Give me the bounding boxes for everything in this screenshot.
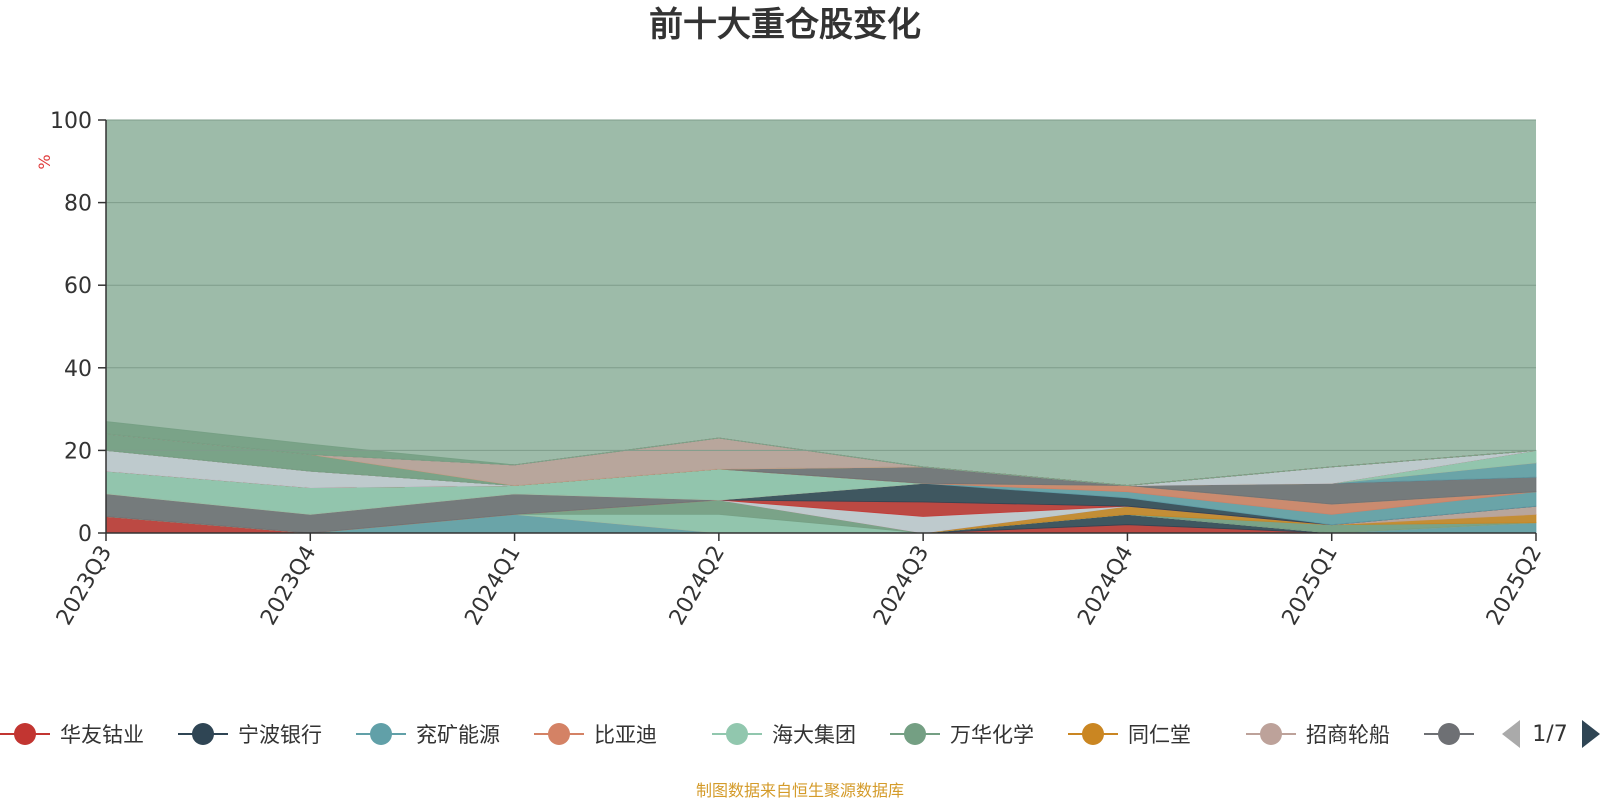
legend-item[interactable]: 宁波银行	[178, 723, 322, 747]
legend-label: 万华化学	[950, 723, 1034, 747]
legend-item[interactable]: 华友钴业	[0, 723, 144, 747]
legend-label: 同仁堂	[1128, 723, 1191, 747]
y-tick-label: 60	[64, 274, 92, 299]
legend-marker-icon	[14, 723, 36, 745]
legend-marker-icon	[726, 723, 748, 745]
legend-label: 海大集团	[772, 723, 856, 747]
legend-marker-icon	[548, 723, 570, 745]
legend-item[interactable]: 中国太	[1424, 723, 1547, 747]
y-tick-label: 40	[64, 357, 92, 382]
legend: 华友钴业 宁波银行 兖矿能源 比亚迪 海大集团 万华化学 同仁堂 招商轮船 中国太1/7	[0, 720, 1600, 748]
legend-page-indicator: 1/7	[1532, 722, 1567, 747]
legend-item[interactable]: 海大集团	[712, 723, 856, 747]
legend-item[interactable]: 同仁堂	[1068, 723, 1191, 747]
legend-label: 比亚迪	[594, 723, 657, 747]
x-tick-label: 2024Q2	[665, 542, 730, 630]
y-tick-label: 100	[50, 109, 92, 134]
x-tick-label: 2024Q4	[1073, 542, 1138, 630]
legend-marker-icon	[1438, 723, 1460, 745]
legend-item[interactable]: 比亚迪	[534, 723, 657, 747]
triangle-left-icon[interactable]	[1502, 720, 1520, 748]
legend-label: 华友钴业	[60, 723, 144, 747]
legend-label: 招商轮船	[1306, 723, 1390, 747]
triangle-right-icon[interactable]	[1582, 720, 1600, 748]
x-tick-label: 2023Q3	[52, 542, 117, 630]
y-tick-labels: 0 20 40 60 80 100	[50, 109, 92, 547]
x-tick-label: 2023Q4	[256, 542, 321, 630]
x-tick-labels: 2023Q3 2023Q4 2024Q1 2024Q2 2024Q3 2024Q4 2025…	[52, 542, 1547, 630]
y-tick-label: 20	[64, 439, 92, 464]
legend-label: 宁波银行	[238, 723, 322, 747]
x-tick-label: 2025Q2	[1482, 542, 1547, 630]
x-tick-label: 2024Q1	[460, 542, 525, 630]
y-tick-label: 80	[64, 192, 92, 217]
legend-item[interactable]: 兖矿能源	[356, 723, 500, 747]
x-tick-label: 2025Q1	[1278, 542, 1343, 630]
area-其他	[105, 421, 1537, 486]
y-tick-label: 0	[78, 522, 92, 547]
legend-marker-icon	[1082, 723, 1104, 745]
legend-marker-icon	[904, 723, 926, 745]
chart-title: 前十大重仓股变化	[649, 5, 921, 45]
axes	[98, 119, 1537, 541]
legend-items: 华友钴业 宁波银行 兖矿能源 比亚迪 海大集团 万华化学 同仁堂 招商轮船 中国太	[0, 723, 1547, 747]
grid-lines	[106, 119, 1536, 451]
legend-marker-icon	[1260, 723, 1282, 745]
source-note: 制图数据来自恒生聚源数据库	[696, 781, 904, 800]
legend-item[interactable]: 招商轮船	[1246, 723, 1390, 747]
legend-marker-icon	[370, 723, 392, 745]
legend-marker-icon	[192, 723, 214, 745]
x-tick-label: 2024Q3	[869, 542, 934, 630]
legend-item[interactable]: 万华化学	[890, 723, 1034, 747]
y-axis-label: %	[35, 154, 54, 169]
legend-label: 兖矿能源	[416, 723, 500, 747]
